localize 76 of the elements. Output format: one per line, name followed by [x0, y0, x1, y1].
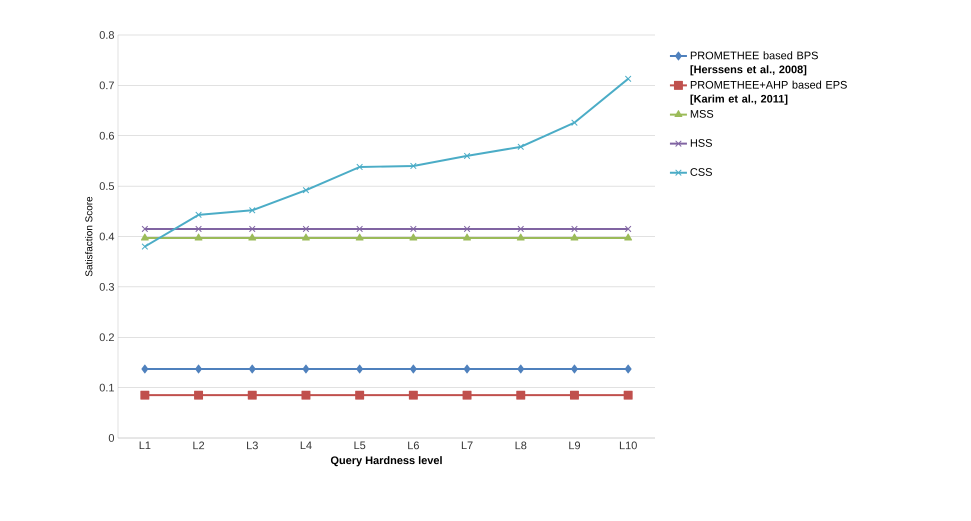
point [571, 226, 578, 232]
point [624, 76, 632, 82]
point [194, 390, 204, 400]
y-tick-label: 0 [108, 434, 114, 442]
y-tick-label: 0.7 [100, 82, 114, 90]
legend-label: PROMETHEE+AHP based EPS [Karim et al., 2011] [690, 80, 847, 105]
point [248, 226, 256, 232]
point [141, 364, 148, 374]
point [624, 390, 633, 400]
point [464, 364, 471, 374]
point [409, 234, 418, 241]
point [463, 234, 472, 241]
x-tick-label: L7 [462, 442, 473, 450]
x-tick-label: L3 [247, 442, 258, 450]
point [410, 364, 417, 374]
x-tick-label: L5 [354, 442, 366, 450]
point [355, 390, 364, 400]
point [624, 364, 632, 374]
point [195, 212, 202, 218]
point [356, 234, 364, 241]
y-tick-label: 0.4 [100, 232, 114, 240]
point [301, 390, 310, 400]
point [140, 234, 149, 241]
legend-label: CSS [690, 168, 712, 176]
point [516, 234, 525, 241]
y-tick-label: 0.5 [100, 182, 114, 190]
x-tick-label: L1 [140, 442, 150, 450]
point [624, 234, 632, 241]
point [194, 234, 202, 241]
x-tick-label: L6 [408, 442, 419, 450]
point [516, 390, 526, 400]
point [140, 390, 150, 400]
x-tick-label: L10 [620, 442, 637, 450]
point [302, 186, 310, 194]
point [410, 226, 417, 232]
point [517, 226, 524, 232]
legend-label: PROMETHEE based BPS [Herssens et al., 2008] [690, 51, 818, 76]
y-tick-label: 0.1 [100, 384, 114, 392]
point [517, 144, 524, 150]
y-tick-label: 0.3 [100, 283, 114, 291]
point [142, 226, 148, 232]
y-tick-label: 0.6 [100, 132, 114, 140]
legend-label: MSS [690, 110, 714, 118]
point [248, 234, 256, 241]
point [142, 243, 148, 250]
y-tick-label: 0.2 [100, 333, 114, 342]
point [408, 390, 418, 400]
x-tick-label: L9 [569, 442, 580, 450]
point [571, 119, 578, 126]
point [570, 234, 578, 241]
point [462, 390, 472, 400]
point [624, 226, 632, 232]
point [570, 390, 579, 400]
legend-label: HSS [690, 139, 712, 147]
point [570, 364, 578, 374]
point [356, 226, 363, 232]
point [464, 152, 470, 160]
point [248, 364, 256, 374]
point [410, 162, 417, 170]
point [517, 364, 524, 374]
point [302, 234, 310, 241]
point [356, 364, 364, 374]
x-tick-label: L8 [516, 442, 526, 450]
point [464, 226, 470, 232]
point [302, 364, 310, 374]
point [248, 206, 256, 214]
x-tick-label: L2 [193, 442, 204, 450]
y-tick-label: 0.8 [100, 31, 114, 39]
y-axis-title: Satisfaction Score [85, 196, 92, 276]
point [356, 164, 363, 170]
x-tick-label: L4 [300, 442, 312, 450]
point [195, 226, 202, 232]
point [302, 226, 310, 232]
point [195, 364, 202, 374]
point [248, 390, 257, 400]
x-axis-title: Query Hardness level [330, 456, 442, 466]
